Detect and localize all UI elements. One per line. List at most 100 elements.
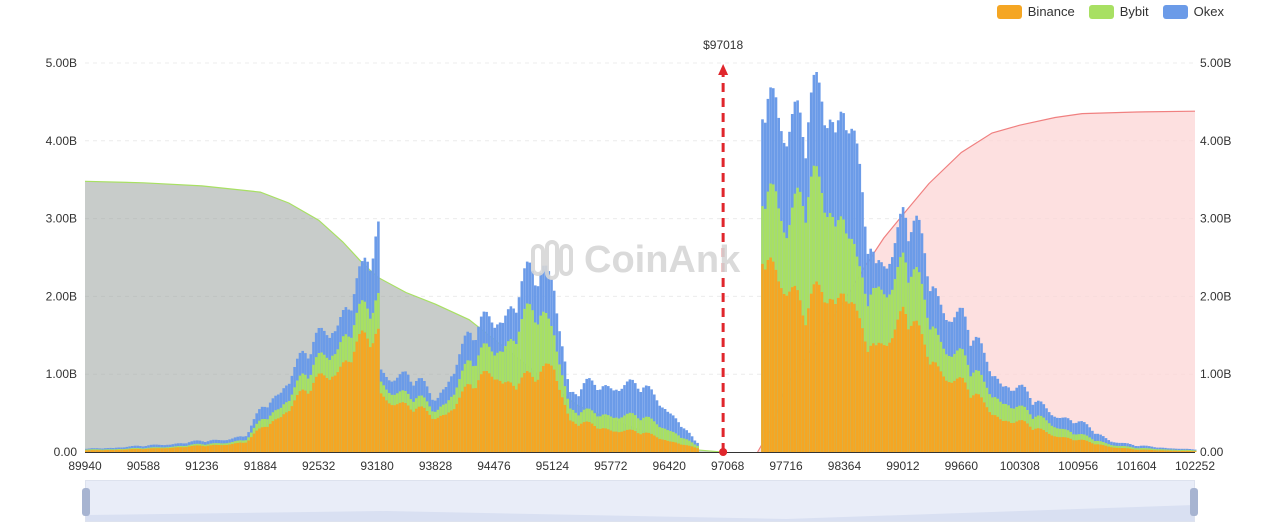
bar-binance <box>590 423 594 452</box>
bar-binance <box>1077 439 1081 452</box>
bar-binance <box>980 397 983 452</box>
bar-binance <box>847 303 851 452</box>
bar-binance <box>655 437 659 452</box>
bar-binance <box>350 362 353 452</box>
bar-binance <box>144 449 148 452</box>
bar-binance <box>141 449 145 452</box>
bar-binance <box>404 403 407 452</box>
legend-label-bybit: Bybit <box>1119 4 1149 19</box>
bar-binance <box>639 434 643 452</box>
bar-binance <box>623 430 626 452</box>
bar-binance <box>112 450 115 452</box>
x-tick-label: 94476 <box>477 459 511 473</box>
bar-binance <box>926 356 929 452</box>
bar-binance <box>1093 444 1097 452</box>
bar-binance <box>999 419 1002 452</box>
bar-binance <box>382 396 386 452</box>
bar-binance <box>490 376 494 452</box>
bar-binance <box>969 397 972 452</box>
bar-binance <box>853 303 856 452</box>
bar-binance <box>869 345 872 452</box>
x-tick-label: 96420 <box>653 459 687 473</box>
bar-binance <box>366 338 369 452</box>
bar-binance <box>152 448 156 452</box>
bar-binance <box>506 381 510 452</box>
legend-item-bybit[interactable]: Bybit <box>1088 4 1149 19</box>
bar-binance <box>834 304 837 452</box>
bar-binance <box>877 342 881 452</box>
bar-binance <box>409 409 413 452</box>
bar-binance <box>523 373 526 452</box>
bar-binance <box>379 393 383 452</box>
cumulative-short-area <box>85 181 722 453</box>
y-tick-label-right: 4.00B <box>1200 134 1231 148</box>
bar-binance <box>1104 445 1108 452</box>
bar-binance <box>304 390 307 452</box>
bar-binance <box>149 448 153 452</box>
bar-binance <box>863 341 867 452</box>
bar-binance <box>277 418 280 452</box>
bar-binance <box>1056 436 1059 452</box>
bar-binance <box>790 287 794 452</box>
bar-binance <box>347 361 350 452</box>
bar-binance <box>831 299 835 452</box>
bar-binance <box>160 448 164 452</box>
bar-binance <box>85 450 88 452</box>
bar-binance <box>177 447 180 452</box>
y-tick-label-right: 5.00B <box>1200 56 1231 70</box>
bar-binance <box>190 446 194 452</box>
y-tick-label-left: 1.00B <box>46 367 77 381</box>
bar-binance <box>561 397 564 452</box>
bar-binance <box>447 412 450 452</box>
bar-binance <box>696 448 699 452</box>
bar-binance <box>509 382 513 452</box>
bar-binance <box>131 449 134 452</box>
bar-binance <box>433 419 437 452</box>
legend-item-okex[interactable]: Okex <box>1162 4 1224 19</box>
zoom-slider[interactable] <box>82 480 1198 522</box>
bar-binance <box>763 269 767 452</box>
zoom-handle-right[interactable] <box>1190 488 1198 516</box>
bar-binance <box>945 380 948 452</box>
bar-binance <box>793 285 797 452</box>
bar-binance <box>450 410 453 452</box>
x-tick-label: 91884 <box>244 459 278 473</box>
bar-binance <box>1031 429 1035 452</box>
bar-binance <box>279 417 283 452</box>
bar-binance <box>214 444 218 452</box>
bar-binance <box>983 402 986 452</box>
bar-binance <box>396 404 399 452</box>
bar-binance <box>309 390 313 452</box>
bar-binance <box>653 435 656 452</box>
bar-binance <box>488 373 491 452</box>
bar-binance <box>1034 428 1037 452</box>
bar-binance <box>1123 448 1127 452</box>
bar-binance <box>658 438 661 452</box>
x-tick-label: 100956 <box>1058 459 1098 473</box>
bar-binance <box>274 419 277 452</box>
bar-binance <box>644 432 648 452</box>
bar-binance <box>534 381 537 452</box>
bar-binance <box>563 404 567 452</box>
bar-binance <box>896 319 899 452</box>
bar-binance <box>953 380 956 452</box>
bar-binance <box>512 385 515 452</box>
y-tick-label-left: 5.00B <box>46 56 77 70</box>
bar-binance <box>90 450 93 452</box>
x-tick-label: 93180 <box>360 459 394 473</box>
bar-binance <box>390 405 394 452</box>
bar-binance <box>168 448 172 452</box>
zoom-handle-left[interactable] <box>82 488 90 516</box>
bar-binance <box>826 303 829 452</box>
bar-binance <box>615 431 618 452</box>
bar-binance <box>828 298 832 452</box>
bar-binance <box>1131 449 1135 452</box>
bar-binance <box>880 343 883 452</box>
bar-binance <box>255 430 258 452</box>
bar-binance <box>1042 430 1046 452</box>
y-tick-label-right: 0.00 <box>1200 445 1224 459</box>
bar-binance <box>1115 447 1119 452</box>
bar-binance <box>937 366 940 452</box>
x-tick-label: 99012 <box>886 459 920 473</box>
legend-item-binance[interactable]: Binance <box>996 4 1075 19</box>
